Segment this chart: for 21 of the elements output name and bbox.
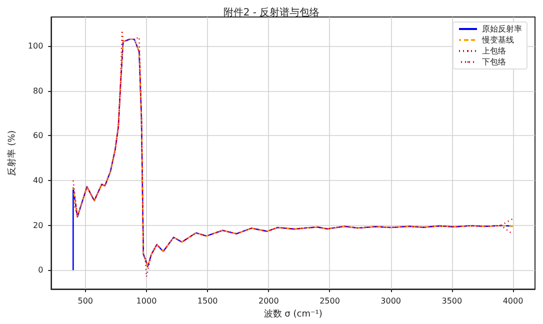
y-tick-label: 40 bbox=[32, 176, 44, 185]
x-tick-label: 3000 bbox=[380, 296, 402, 306]
x-tick-label: 2000 bbox=[258, 296, 279, 306]
x-tick-label: 500 bbox=[78, 296, 94, 306]
x-axis-title: 波数 σ (cm⁻¹) bbox=[264, 308, 322, 320]
x-tick-label: 1500 bbox=[197, 296, 218, 306]
y-tick-label: 0 bbox=[38, 266, 44, 275]
legend-label: 上包络 bbox=[482, 46, 506, 56]
legend-label: 原始反射率 bbox=[482, 24, 522, 34]
y-axis-title: 反射率 (%) bbox=[6, 130, 18, 176]
y-tick-label: 20 bbox=[32, 220, 44, 230]
y-tick-label: 100 bbox=[28, 42, 44, 51]
x-tick-label: 3500 bbox=[442, 296, 462, 306]
y-tick-label: 80 bbox=[32, 86, 44, 96]
y-tick-label: 60 bbox=[32, 131, 44, 140]
legend-label: 慢变基线 bbox=[481, 36, 514, 44]
chart-title: 附件2 - 反射谱与包络 bbox=[223, 6, 320, 18]
legend-label: 下包络 bbox=[482, 58, 506, 66]
x-tick-label: 1000 bbox=[136, 296, 157, 306]
x-tick-label: 2500 bbox=[320, 296, 340, 306]
x-tick-label: 4000 bbox=[502, 296, 524, 306]
